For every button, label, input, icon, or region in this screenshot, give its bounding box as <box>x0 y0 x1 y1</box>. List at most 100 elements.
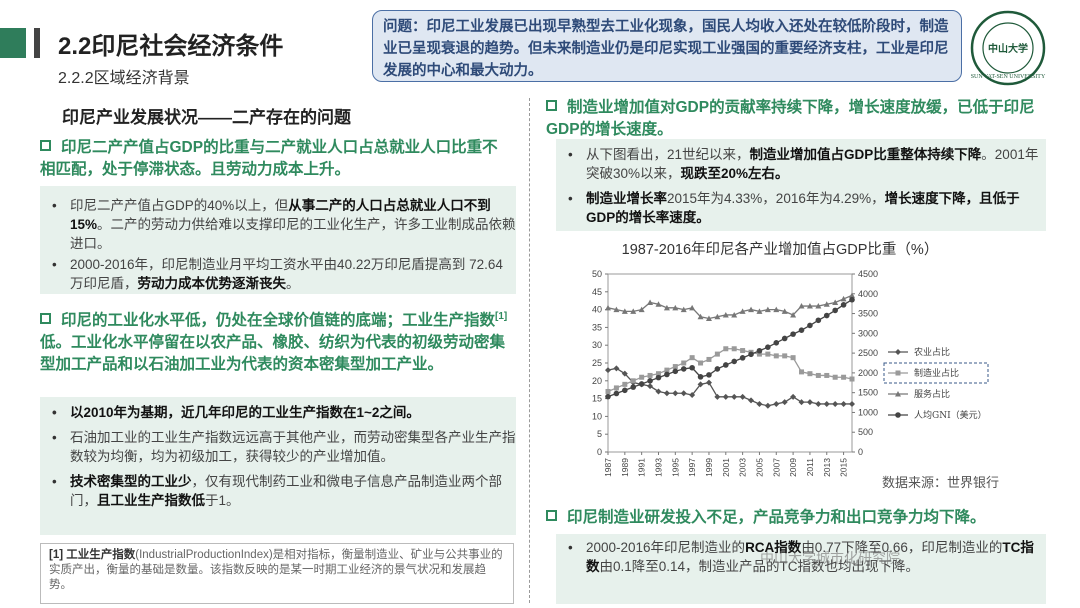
data-point-1 <box>723 346 729 352</box>
square-bullet-icon <box>40 140 51 151</box>
list-item: 2000-2016年，印尼制造业月平均工资水平由40.22万印尼盾提高到 72.… <box>40 255 516 293</box>
data-point-3 <box>790 331 796 337</box>
data-point-3 <box>832 307 838 314</box>
data-point-3 <box>773 340 780 346</box>
data-point-2 <box>748 306 755 313</box>
data-point-3 <box>630 384 637 390</box>
data-point-0 <box>773 400 780 407</box>
right-detail-box-1: 从下图看出，21世纪以来，制造业增加值占GDP比重整体持续下降。2001年突破3… <box>556 139 1046 231</box>
x-tick-label: 1995 <box>670 458 680 477</box>
column-divider <box>529 98 530 603</box>
data-point-3 <box>647 378 653 384</box>
data-point-1 <box>740 348 746 354</box>
data-point-3 <box>823 312 830 319</box>
data-point-1 <box>832 374 838 380</box>
data-point-3 <box>655 374 662 381</box>
chart-title: 1987-2016年印尼各产业增加值占GDP比重（%） <box>621 242 939 258</box>
y-left-tick-label: 10 <box>592 411 602 421</box>
left-section-heading: 印尼产业发展状况——二产存在的问题 <box>62 108 351 127</box>
data-point-3 <box>680 366 687 372</box>
data-point-1 <box>773 353 779 359</box>
data-point-3 <box>622 387 628 394</box>
data-point-3 <box>807 322 813 329</box>
data-point-2 <box>722 311 729 318</box>
legend-marker <box>895 349 901 355</box>
legend-highlight-box <box>883 362 989 384</box>
data-point-1 <box>613 385 619 391</box>
legend-label: 农业占比 <box>914 346 950 358</box>
y-left-tick-label: 20 <box>592 376 602 386</box>
data-point-1 <box>824 372 830 378</box>
y-right-tick-label: 500 <box>858 427 873 437</box>
y-left-tick-label: 50 <box>592 269 602 279</box>
data-point-0 <box>613 365 620 372</box>
y-left-tick-label: 25 <box>592 358 602 368</box>
data-point-2 <box>697 313 704 320</box>
data-point-2 <box>613 306 620 313</box>
data-point-3 <box>748 351 754 358</box>
left-point-1-text: 印尼二产产值占GDP的比重与二产就业人口占总就业人口比重不相匹配，处于停滞状态。… <box>40 139 498 178</box>
data-point-0 <box>672 390 679 397</box>
data-point-0 <box>849 400 855 407</box>
data-point-1 <box>647 372 653 378</box>
data-point-3 <box>765 344 771 350</box>
left-point-2: 印尼的工业化水平低，仍处在全球价值链的底端；工业生产指数[1]低。工业化水平停留… <box>40 311 508 374</box>
y-left-tick-label: 30 <box>592 340 602 350</box>
list-item: 2000-2016年印尼制造业的RCA指数由0.77下降至0.66，印尼制造业的… <box>556 538 1046 576</box>
data-point-3 <box>739 355 746 361</box>
data-point-3 <box>849 296 855 303</box>
y-left-tick-label: 15 <box>592 394 602 404</box>
data-point-3 <box>613 390 620 397</box>
question-callout: 问题：印尼工业发展已出现早熟型去工业化现象，国民人均收入还处在较低阶段时，制造业… <box>372 10 962 82</box>
data-point-3 <box>714 366 721 372</box>
data-point-0 <box>823 400 830 407</box>
data-point-0 <box>739 393 746 400</box>
data-point-2 <box>815 303 822 309</box>
data-point-0 <box>705 379 712 386</box>
data-point-0 <box>680 390 687 397</box>
data-point-3 <box>697 374 704 380</box>
data-point-2 <box>672 304 679 311</box>
data-point-2 <box>773 306 780 313</box>
data-point-1 <box>605 388 611 394</box>
data-point-2 <box>689 304 696 311</box>
y-left-tick-label: 0 <box>597 447 602 457</box>
data-point-1 <box>655 371 661 377</box>
x-tick-label: 1999 <box>704 458 714 477</box>
data-point-1 <box>782 353 788 359</box>
footnote: [1] 工业生产指数(IndustrialProductionIndex)是相对… <box>40 543 514 604</box>
data-point-0 <box>748 397 755 404</box>
data-point-2 <box>705 315 712 321</box>
data-point-0 <box>781 399 788 406</box>
x-tick-label: 2013 <box>822 458 832 477</box>
data-point-2 <box>663 304 670 311</box>
data-point-2 <box>798 303 805 309</box>
data-point-0 <box>756 400 763 407</box>
y-right-tick-label: 4000 <box>858 289 878 299</box>
data-point-2 <box>790 311 797 318</box>
data-point-0 <box>722 393 729 400</box>
x-tick-label: 1989 <box>620 458 630 477</box>
data-point-3 <box>722 362 729 368</box>
accent-bar <box>0 28 26 58</box>
data-point-2 <box>647 299 654 305</box>
data-point-3 <box>605 393 611 400</box>
data-point-2 <box>714 313 721 320</box>
data-point-1 <box>731 346 737 352</box>
accent-divider <box>34 28 40 58</box>
data-point-1 <box>630 378 636 384</box>
y-right-tick-label: 2500 <box>858 348 878 358</box>
page-subtitle: 2.2.2区域经济背景 <box>58 70 190 87</box>
data-point-0 <box>832 400 839 407</box>
data-point-2 <box>840 295 847 302</box>
data-point-1 <box>698 360 704 366</box>
legend-label: 人均GNI（美元） <box>914 409 987 421</box>
x-tick-label: 2009 <box>788 458 798 477</box>
right-detail-box-2: 2000-2016年印尼制造业的RCA指数由0.77下降至0.66，印尼制造业的… <box>556 534 1046 604</box>
data-point-2 <box>781 308 788 314</box>
right-point-1: 制造业增加值对GDP的贡献率持续下降，增长速度放缓，已低于印尼GDP的增长速度。 <box>546 99 1035 138</box>
square-bullet-icon <box>40 313 51 325</box>
y-right-tick-label: 3000 <box>858 328 878 338</box>
data-point-3 <box>689 364 695 371</box>
list-item: 石油加工业的工业生产指数远远高于其他产业，而劳动密集型各产业生产指数较为均衡，均… <box>40 428 516 466</box>
